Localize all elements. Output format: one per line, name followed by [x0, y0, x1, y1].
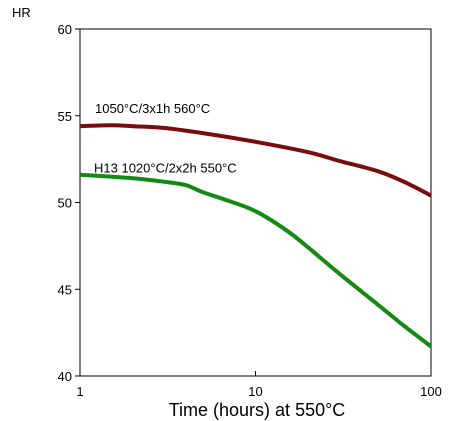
y-tick-label: 40 — [58, 369, 72, 384]
x-tick-label: 10 — [248, 384, 262, 399]
series-labels: 1050°C/3x1h 560°C H13 1020°C/2x2h 550°C — [94, 101, 237, 176]
series-line-2 — [79, 172, 433, 349]
y-tick-label: 55 — [58, 109, 72, 124]
y-tick-label: 45 — [58, 282, 72, 297]
series-lines — [79, 123, 433, 349]
y-axis-ticks: 40 45 50 55 60 — [58, 22, 80, 384]
x-tick-label: 100 — [420, 384, 442, 399]
x-tick-label: 1 — [76, 384, 83, 399]
plot-area — [79, 28, 432, 377]
y-tick-label: 60 — [58, 22, 72, 37]
y-axis-title: HR — [12, 5, 31, 20]
series-line-1 — [79, 123, 432, 198]
y-tick-label: 50 — [58, 196, 72, 211]
series-label-1: 1050°C/3x1h 560°C — [95, 101, 210, 116]
series-label-2: H13 1020°C/2x2h 550°C — [94, 161, 237, 176]
x-axis-title: Time (hours) at 550°C — [169, 400, 346, 420]
x-axis-ticks: 1 10 100 — [76, 371, 442, 399]
